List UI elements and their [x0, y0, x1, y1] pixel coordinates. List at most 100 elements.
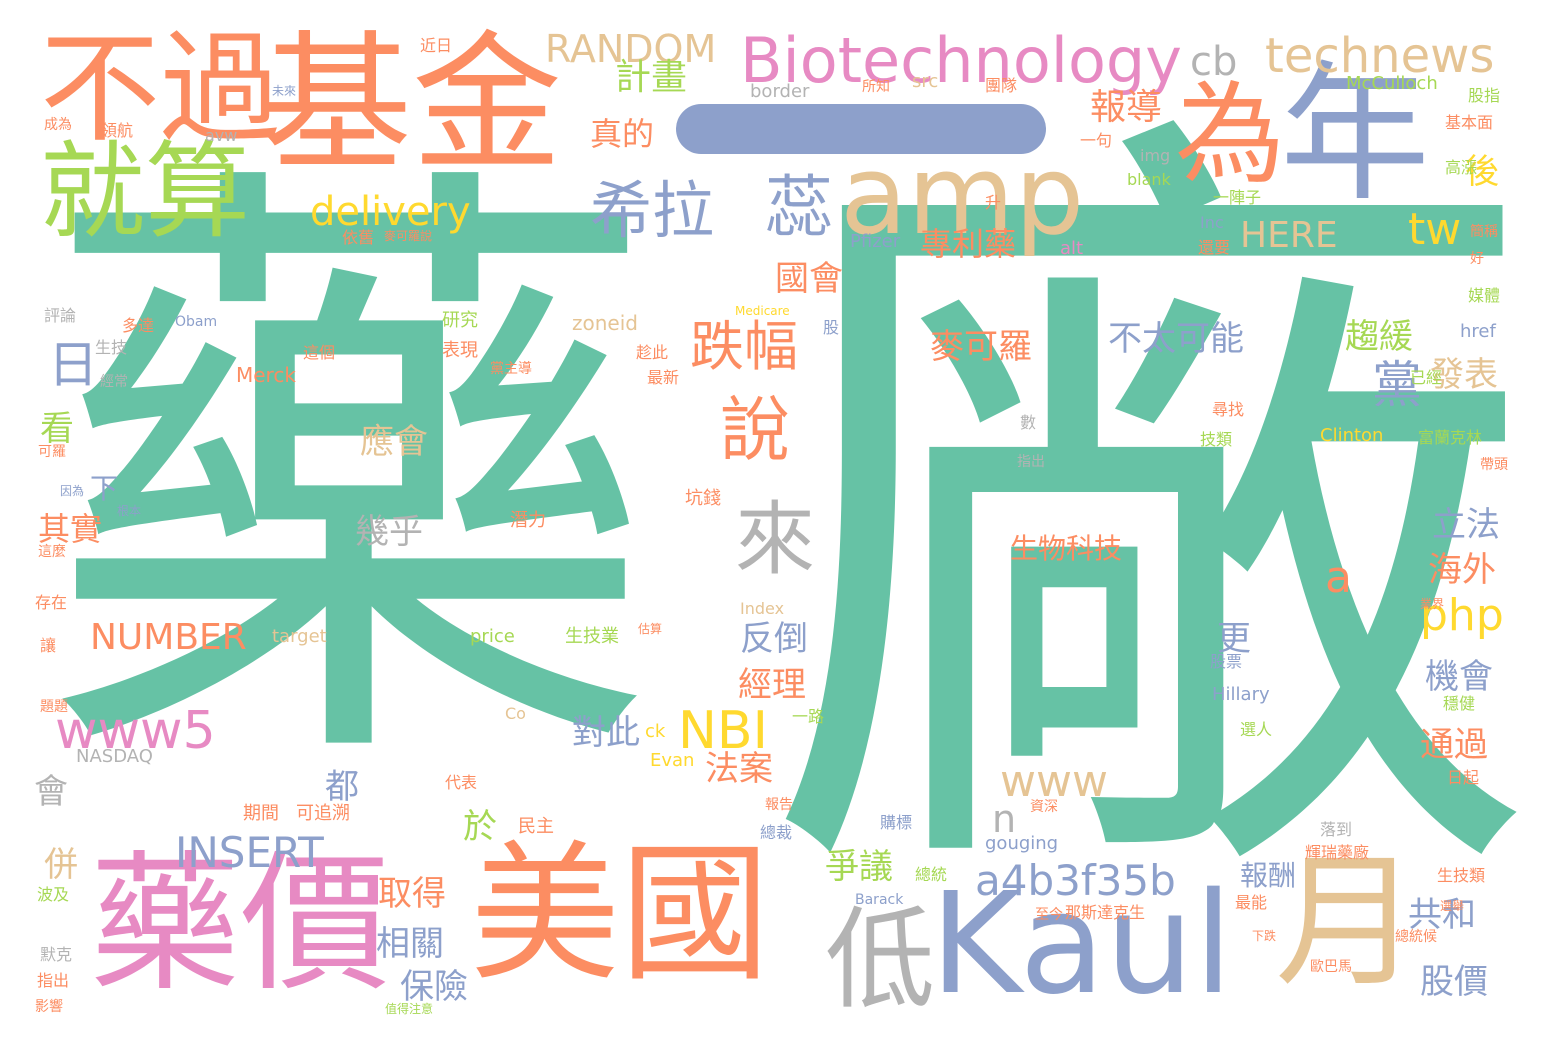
word-chaohuan: 趨緩 [1345, 317, 1413, 357]
word-di: 低 [825, 896, 935, 1024]
word-chengwei: 成為 [44, 117, 72, 133]
word-shuo: 說 [720, 389, 790, 471]
word-fabiao: 發表 [1430, 355, 1498, 395]
word-kan: 看 [40, 409, 74, 449]
word-n: n [992, 797, 1017, 841]
word-yijing: 已經 [1410, 368, 1443, 387]
word-haiwai: 海外 [1428, 550, 1496, 590]
word-jilei: 技類 [1200, 430, 1233, 449]
word-jijin: 基金 [262, 18, 563, 192]
word-sheng: 升 [985, 193, 1002, 212]
word-yiju2: 一句 [1080, 131, 1113, 150]
word-avw: avw [205, 126, 238, 145]
word-alt: alt [1060, 238, 1084, 259]
word-rui: 蕊 [765, 169, 834, 248]
word-jibenmian: 基本面 [1445, 113, 1494, 132]
word-zuixin: 最新 [647, 368, 680, 387]
word-zhichu: 指出 [37, 971, 70, 990]
word-yilu: 一路 [792, 707, 825, 726]
word-number: NUMBER [90, 617, 247, 658]
word-pfizer: Pfizer [850, 231, 901, 252]
word-gu: 股 [823, 318, 840, 337]
word-minzhu: 民主 [518, 816, 554, 837]
word-inc: Inc [1200, 213, 1224, 232]
word-qishi: 其實 [38, 510, 103, 548]
word-lai: 來 [735, 493, 815, 586]
word-shengwukeji: 生物科技 [1010, 532, 1123, 565]
word-target: target [272, 626, 327, 647]
word-jingli: 經理 [738, 665, 806, 705]
word-ying: 影響 [35, 999, 63, 1015]
word-clinton: Clinton [1320, 425, 1384, 446]
word-nasdaq: NASDAQ [76, 746, 153, 767]
word-genben: 根本 [117, 504, 142, 518]
word-xuanren: 選人 [1240, 720, 1273, 739]
word-meiti: 媒體 [1468, 286, 1501, 305]
word-tuandui: 團隊 [985, 76, 1018, 95]
word-barack: Barack [855, 892, 904, 908]
word-fulankelin: 富蘭克林 [1418, 428, 1483, 447]
word-zongcai: 總裁 [760, 823, 793, 842]
word-shuju: 數 [1020, 413, 1037, 432]
word-kaul: Kaul [930, 863, 1233, 1026]
word-yao: 藥 [40, 119, 660, 840]
word-hou: 後 [1465, 152, 1499, 192]
word-duici: 對此 [572, 713, 640, 753]
word-jihu: 幾乎 [355, 512, 423, 552]
word-zheme: 這麼 [38, 544, 66, 560]
word-rang: 讓 [40, 636, 57, 655]
word-shengji: 生技 [95, 338, 128, 357]
word-diefu: 跌幅 [690, 315, 798, 378]
word-medicare: Medicare [735, 304, 790, 318]
word-shengjilei: 生技類 [1437, 866, 1486, 885]
word-co: Co [505, 704, 526, 723]
word-qude: 取得 [378, 874, 446, 914]
word-yinghui: 應會 [360, 422, 428, 462]
word-img: img [1140, 146, 1171, 165]
word-meiguo: 美國 [470, 828, 771, 1002]
word-xiadie: 下跌 [1252, 929, 1277, 943]
word-guohui: 國會 [775, 259, 843, 299]
word-dang: 黨 [1372, 356, 1422, 414]
word-yiju: 依舊 [342, 228, 375, 247]
word-tw: tw [1408, 204, 1462, 255]
word-jiusuan: 就算 [40, 131, 251, 253]
word-merck: Merck [236, 363, 296, 387]
word-gupzhi: 股指 [1468, 86, 1501, 105]
word-zhende: 真的 [590, 115, 655, 153]
word-blank: blank [1127, 170, 1171, 189]
word-fandao: 反倒 [740, 619, 808, 659]
word-luodao: 落到 [1320, 820, 1353, 839]
word-zhichi: 值得注意 [385, 1002, 434, 1016]
word-mcculloch: McCulloch [1346, 73, 1438, 94]
word-jiancheng: 簡稱 [1470, 224, 1498, 240]
word-zhege: 這個 [303, 343, 336, 362]
word-duoyuan: 多達 [122, 316, 155, 335]
word-gonghe: 共和 [1408, 895, 1476, 935]
word-ri: 日 [48, 336, 98, 394]
word-baoxian: 保險 [400, 967, 468, 1007]
word-dang2: 黨主導 [490, 361, 532, 377]
word-xunzhao: 尋找 [1212, 400, 1245, 419]
word-keluo: 可羅 [38, 444, 66, 460]
word-jinri: 近日 [420, 36, 453, 55]
word-insert: INSERT [175, 828, 324, 877]
word-zhijin: 至今 [1035, 907, 1063, 923]
word-kezhuisu: 可追溯 [296, 803, 350, 824]
word-huiruiyaochang: 輝瑞藥廠 [1305, 843, 1370, 862]
word-zoneid: zoneid [572, 311, 638, 335]
word-gujia: 股價 [1420, 962, 1488, 1002]
word-zuineng: 最能 [1235, 893, 1268, 912]
word-jihua: 計畫 [615, 57, 688, 98]
word-biaoxian: 表現 [442, 340, 478, 361]
word-yechu: 業界 [1420, 597, 1445, 611]
word-huanyao: 還要 [1198, 238, 1231, 257]
word-weiyi: 穩健 [1443, 694, 1476, 713]
word-geng: 更 [1217, 619, 1251, 659]
word-faan: 法案 [705, 749, 773, 789]
word-guji: 估算 [638, 622, 663, 636]
word-index: Index [740, 599, 785, 618]
word-xuanju: 選舉 [1440, 899, 1465, 913]
word-maikeluoshuo: 麥可羅說 [384, 229, 433, 243]
